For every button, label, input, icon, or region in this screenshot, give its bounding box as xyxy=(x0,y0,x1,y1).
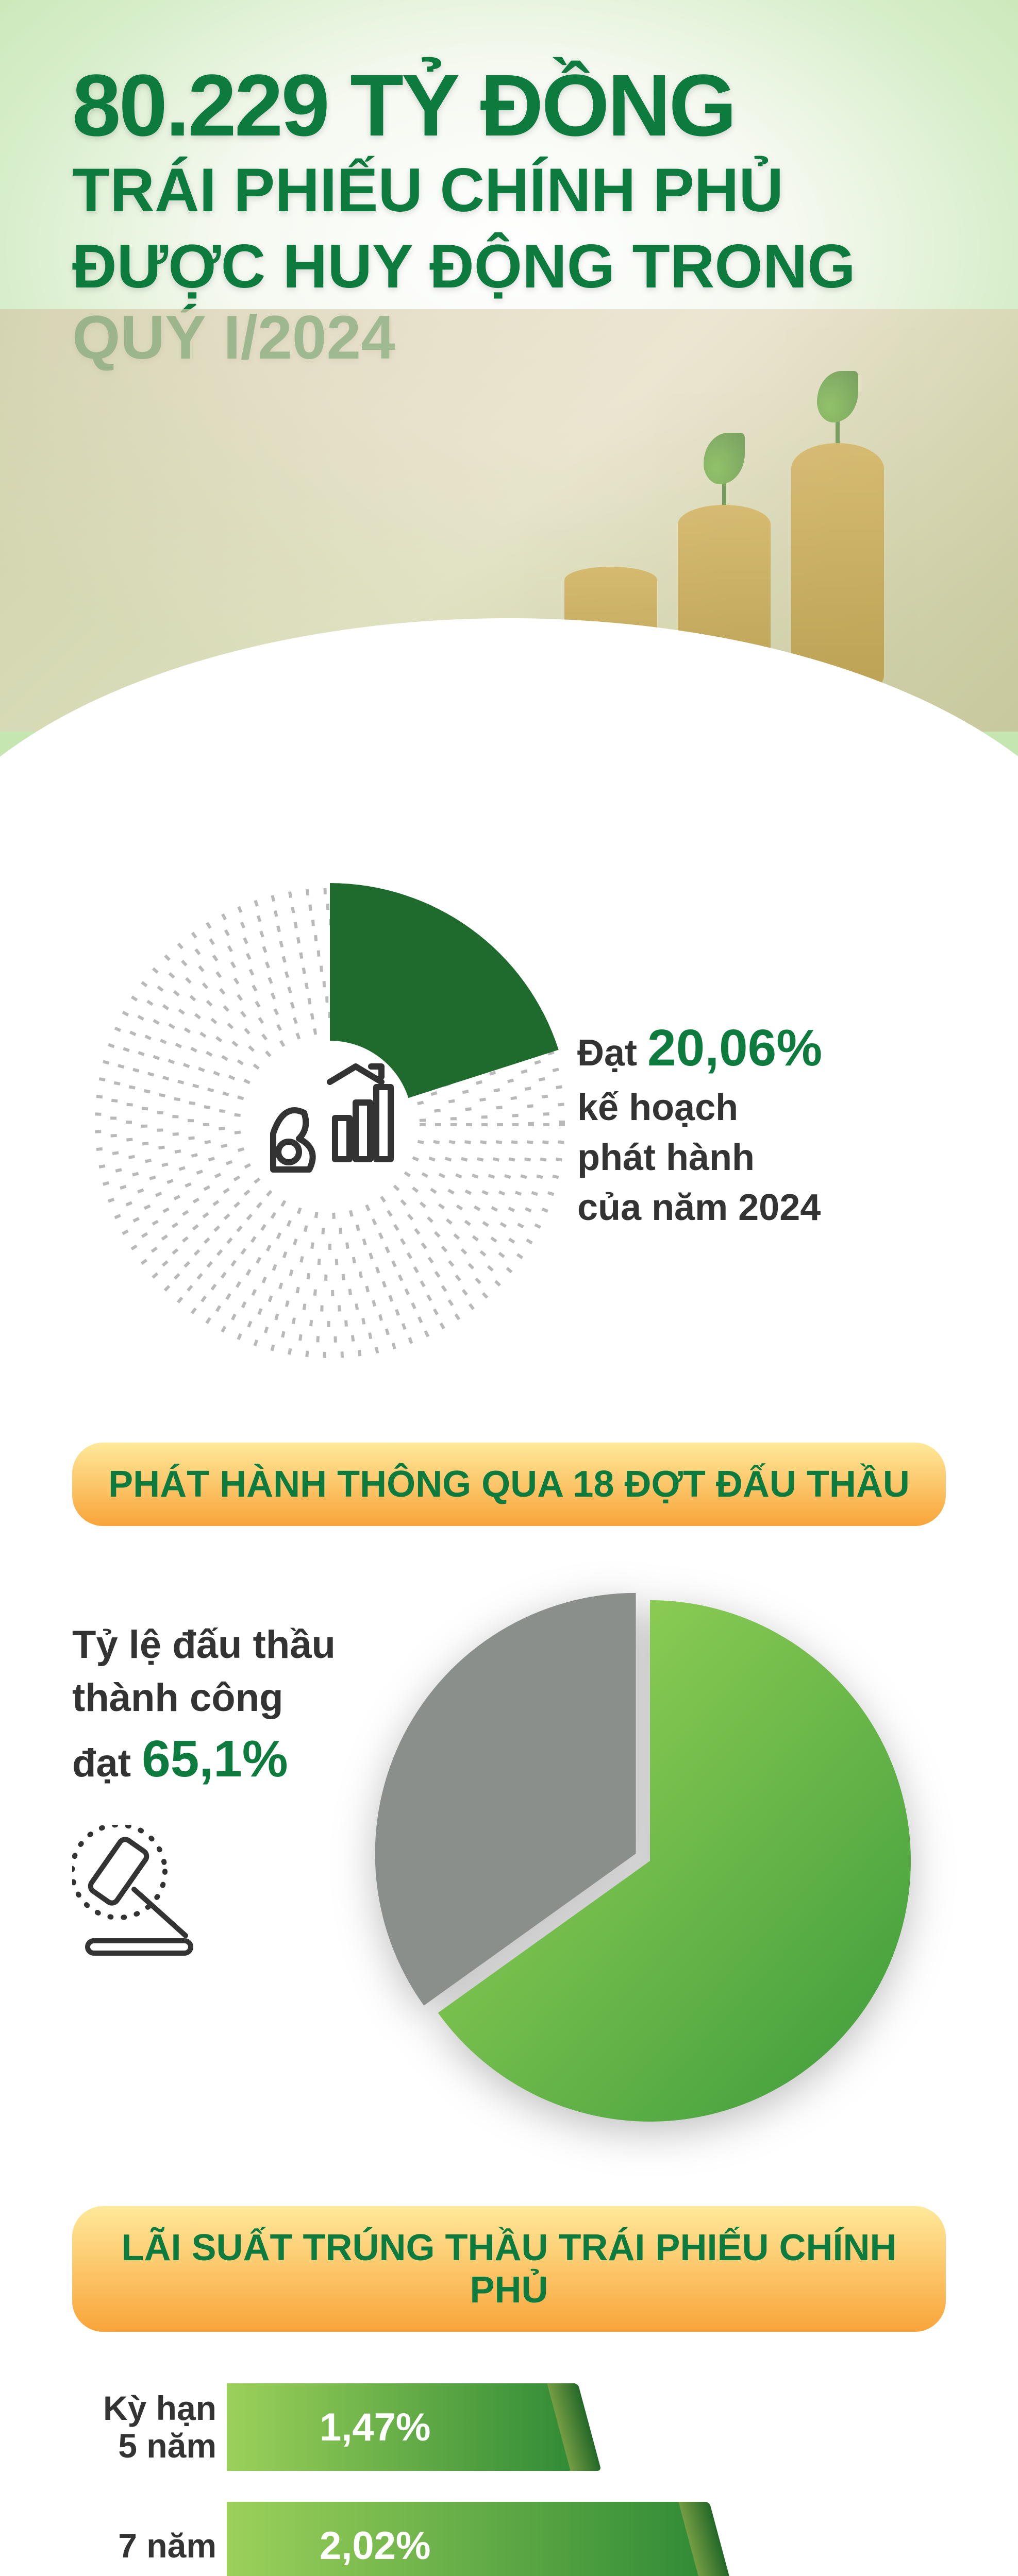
coin-stack-2 xyxy=(678,505,771,701)
chart1-label-rest: kế hoạchphát hànhcủa năm 2024 xyxy=(577,1083,822,1233)
banner-auctions-text: PHÁT HÀNH THÔNG QUA 18 ĐỢT ĐẤU THẦU xyxy=(103,1463,915,1505)
bar-label-0: Kỳ hạn5 năm xyxy=(72,2389,216,2464)
chart-rates-by-term: Kỳ hạn5 năm1,47%7 năm2,02%10 năm2,42%15 … xyxy=(72,2383,946,2576)
bar-fill-1: 2,02% xyxy=(227,2502,711,2576)
chart1-label: Đạt 20,06% kế hoạchphát hànhcủa năm 2024 xyxy=(577,1013,822,1233)
title-line-2: TRÁI PHIẾU CHÍNH PHỦ xyxy=(72,155,946,226)
chart2-label-line3: đạt xyxy=(72,1741,131,1785)
radial-progress-donut xyxy=(72,866,588,1381)
gavel-icon xyxy=(72,1825,336,1973)
chart1-percent: 20,06% xyxy=(647,1019,822,1077)
banner-auctions: PHÁT HÀNH THÔNG QUA 18 ĐỢT ĐẤU THẦU xyxy=(72,1443,946,1526)
bar-track-1: 2,02% xyxy=(227,2502,946,2576)
section-plan-progress: Đạt 20,06% kế hoạchphát hànhcủa năm 2024… xyxy=(0,824,1018,2576)
title-line-1: 80.229 TỶ ĐỒNG xyxy=(72,62,946,149)
hero-photo-backdrop xyxy=(0,309,1018,732)
chart2-percent: 65,1% xyxy=(142,1730,288,1788)
coin-stack-3 xyxy=(791,443,884,701)
chart2-label: Tỷ lệ đấu thầu thành công đạt 65,1% xyxy=(72,1619,336,1973)
header: 80.229 TỶ ĐỒNG TRÁI PHIẾU CHÍNH PHỦ ĐƯỢC… xyxy=(0,0,1018,824)
bar-label-1: 7 năm xyxy=(72,2527,216,2565)
sprout-icon-2 xyxy=(807,361,869,443)
infographic-root: 80.229 TỶ ĐỒNG TRÁI PHIẾU CHÍNH PHỦ ĐƯỢC… xyxy=(0,0,1018,2576)
coin-stack-1 xyxy=(564,567,657,701)
chart2-label-line2: thành công xyxy=(72,1672,336,1725)
bar-track-0: 1,47% xyxy=(227,2383,946,2471)
sprout-icon-1 xyxy=(693,422,755,505)
bar-fill-0: 1,47% xyxy=(227,2383,579,2471)
banner-rates: LÃI SUẤT TRÚNG THẦU TRÁI PHIẾU CHÍNH PHỦ xyxy=(72,2206,946,2332)
banner-rates-text: LÃI SUẤT TRÚNG THẦU TRÁI PHIẾU CHÍNH PHỦ xyxy=(103,2227,915,2311)
chart2-label-line1: Tỷ lệ đấu thầu xyxy=(72,1619,336,1672)
pie-chart xyxy=(366,1578,933,2144)
chart-success-rate: Tỷ lệ đấu thầu thành công đạt 65,1% xyxy=(72,1578,946,2144)
chart-plan-progress: Đạt 20,06% kế hoạchphát hànhcủa năm 2024 xyxy=(72,866,946,1381)
